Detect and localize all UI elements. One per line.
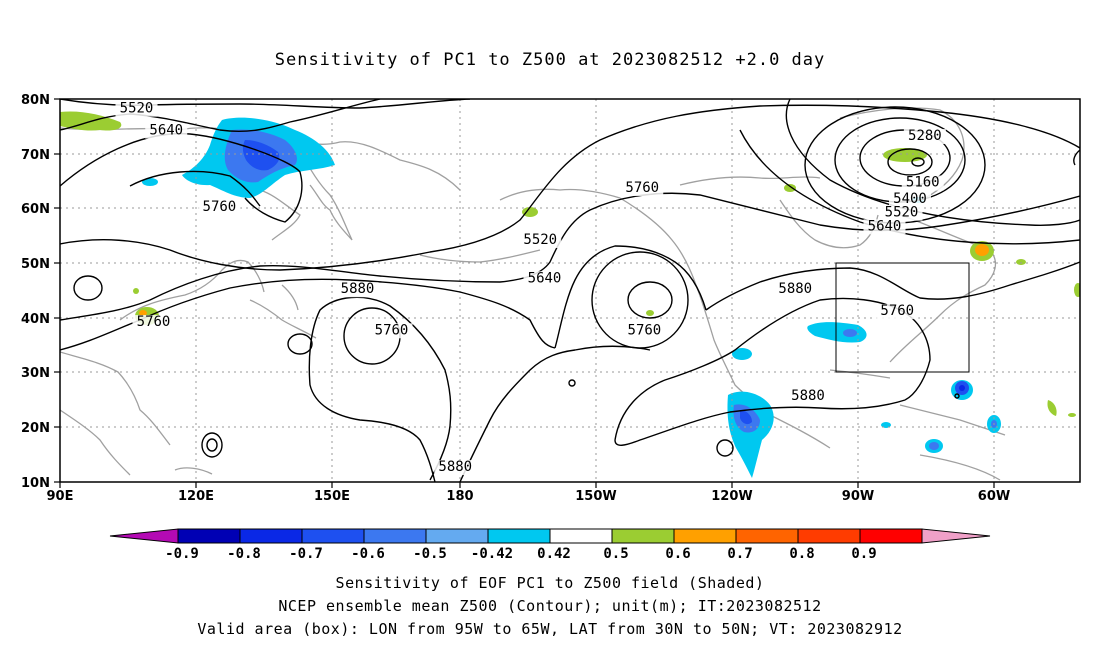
colorbar-segment	[735, 528, 799, 544]
lon-label: 150W	[575, 489, 616, 504]
contour-label-bg	[336, 282, 379, 298]
contour-label: 5520	[885, 205, 919, 221]
map-frame	[59, 98, 1081, 483]
colorbar-tick-label: 0.9	[851, 546, 876, 562]
contour-label: 5760	[375, 322, 409, 338]
lon-label: 60W	[978, 489, 1010, 504]
contour-label: 5760	[628, 322, 662, 338]
lon-label: 90E	[47, 489, 74, 504]
contour-label-bg	[370, 323, 413, 339]
colorbar-labels: -0.9 -0.8 -0.7 -0.6 -0.5 -0.42 0.42 0.5 0.6 0.7 0.…	[165, 546, 877, 562]
colorbar-tick-label: -0.42	[471, 546, 513, 562]
contour-label-bg	[901, 175, 944, 191]
colorbar-segment	[549, 528, 613, 544]
contour-label-bg	[519, 232, 562, 248]
contour-label: 5760	[625, 180, 659, 196]
contour-label-bg	[774, 282, 817, 298]
lat-labels: 80N 70N 60N 50N 40N 30N 20N 10N	[21, 93, 50, 491]
contour-label-bg	[132, 315, 175, 331]
contour-label-bg	[880, 205, 923, 221]
lat-label: 60N	[21, 202, 50, 217]
contour-label: 5880	[778, 281, 812, 297]
contour-label-bg	[787, 388, 829, 404]
lat-label: 80N	[21, 93, 50, 108]
lat-label: 10N	[21, 476, 50, 491]
contour-label: 5760	[880, 303, 914, 319]
contour-label-bg	[876, 304, 919, 320]
contour-label-bg	[115, 101, 158, 117]
caption-valid-area: Valid area (box): LON from 95W to 65W, L…	[197, 620, 903, 638]
colorbar-tick-label: -0.8	[227, 546, 261, 562]
colorbar-tick-label: -0.6	[351, 546, 385, 562]
contour-label: 5880	[341, 281, 375, 297]
colorbar-segment	[301, 528, 365, 544]
contour-label-bg	[903, 129, 946, 145]
contour-label-bg	[863, 219, 906, 235]
colorbar-segment	[239, 528, 303, 544]
axis-ticks	[54, 98, 995, 488]
contour-label: 5640	[868, 218, 902, 234]
contour-label: 5520	[523, 232, 557, 248]
caption-contour: NCEP ensemble mean Z500 (Contour); unit(…	[278, 597, 822, 615]
colorbar-segment	[797, 528, 861, 544]
colorbar-segment	[859, 528, 923, 544]
colorbar-segment	[921, 528, 991, 544]
colorbar-segment	[487, 528, 551, 544]
colorbar-segment	[611, 528, 675, 544]
colorbar-segment	[673, 528, 737, 544]
contour-label-bg	[523, 271, 566, 287]
colorbar-tick-label: 0.8	[789, 546, 814, 562]
colorbar-segment	[363, 528, 427, 544]
colorbar	[109, 528, 991, 544]
lat-label: 40N	[21, 312, 50, 327]
contour-label: 5640	[149, 123, 183, 139]
lat-label: 30N	[21, 366, 50, 381]
contour-labels: 5520564057605760588057605880552056405760…	[115, 101, 946, 476]
contour-label-bg	[621, 181, 664, 197]
contour-label: 5880	[791, 388, 825, 404]
contour-label: 5400	[893, 191, 927, 207]
colorbar-tick-label: 0.7	[727, 546, 752, 562]
contour-label: 5880	[438, 459, 472, 475]
colorbar-tick-label: -0.5	[413, 546, 447, 562]
sensitivity-shading	[60, 111, 1080, 478]
map-title: Sensitivity of PC1 to Z500 at 2023082512…	[274, 50, 826, 70]
colorbar-tick-label: -0.7	[289, 546, 323, 562]
lon-label: 120E	[178, 489, 214, 504]
colorbar-segment	[177, 528, 241, 544]
contour-label: 5760	[137, 314, 171, 330]
colorbar-segment	[109, 528, 179, 544]
lon-label: 180	[446, 489, 473, 504]
colorbar-segment	[425, 528, 489, 544]
lat-label: 20N	[21, 421, 50, 436]
contour-label: 5760	[203, 199, 237, 215]
contour-label-bg	[623, 323, 666, 339]
lon-label: 150E	[314, 489, 350, 504]
colorbar-tick-label: -0.9	[165, 546, 199, 562]
contour-label: 5520	[120, 101, 154, 117]
lat-label: 50N	[21, 257, 50, 272]
colorbar-tick-label: 0.5	[603, 546, 628, 562]
contour-label-bg	[434, 460, 477, 476]
colorbar-tick-label: 0.42	[537, 546, 571, 562]
contour-label-bg	[145, 123, 188, 139]
contour-label: 5160	[906, 175, 940, 191]
contour-label: 5640	[528, 270, 562, 286]
valid-area-box	[835, 262, 970, 373]
lon-label: 90W	[842, 489, 874, 504]
contour-label-bg	[889, 191, 931, 207]
lat-label: 70N	[21, 148, 50, 163]
lon-labels: 90E 120E 150E 180 150W 120W 90W 60W	[47, 489, 1011, 504]
contour-label-bg	[198, 200, 241, 216]
colorbar-tick-label: 0.6	[665, 546, 690, 562]
contour-label: 5280	[908, 128, 942, 144]
caption-shaded: Sensitivity of EOF PC1 to Z500 field (Sh…	[335, 574, 765, 592]
lon-label: 120W	[711, 489, 752, 504]
